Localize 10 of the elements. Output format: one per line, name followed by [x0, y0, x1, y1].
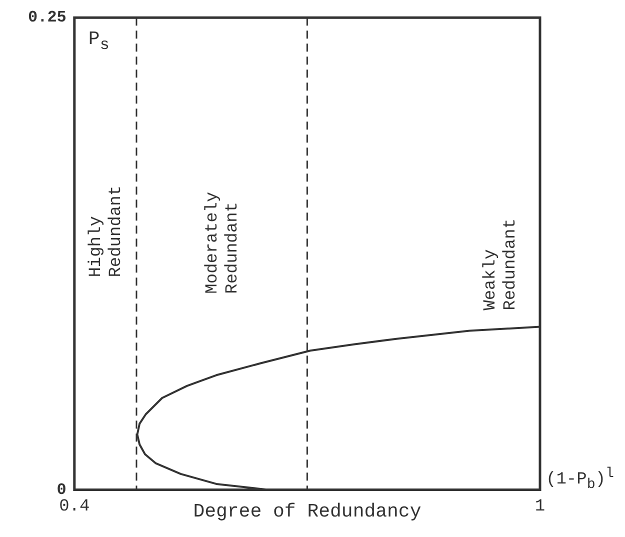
y-tick-label: 0	[56, 480, 66, 499]
y-axis-title: P$_{s}$	[88, 28, 110, 54]
y-tick-label: 0.25	[28, 8, 66, 27]
x-axis-title: Degree of Redundancy	[193, 500, 422, 523]
annotation: Highly Redundant	[86, 185, 126, 278]
text: (1-P$_{b}$)$^{l}$	[546, 466, 614, 493]
annotation: Weakly Redundant	[482, 218, 520, 310]
annotation: Moderately Redundant	[203, 192, 242, 294]
x-tick-label: 0.4	[59, 498, 90, 516]
x-tick-label: 1	[534, 498, 546, 516]
